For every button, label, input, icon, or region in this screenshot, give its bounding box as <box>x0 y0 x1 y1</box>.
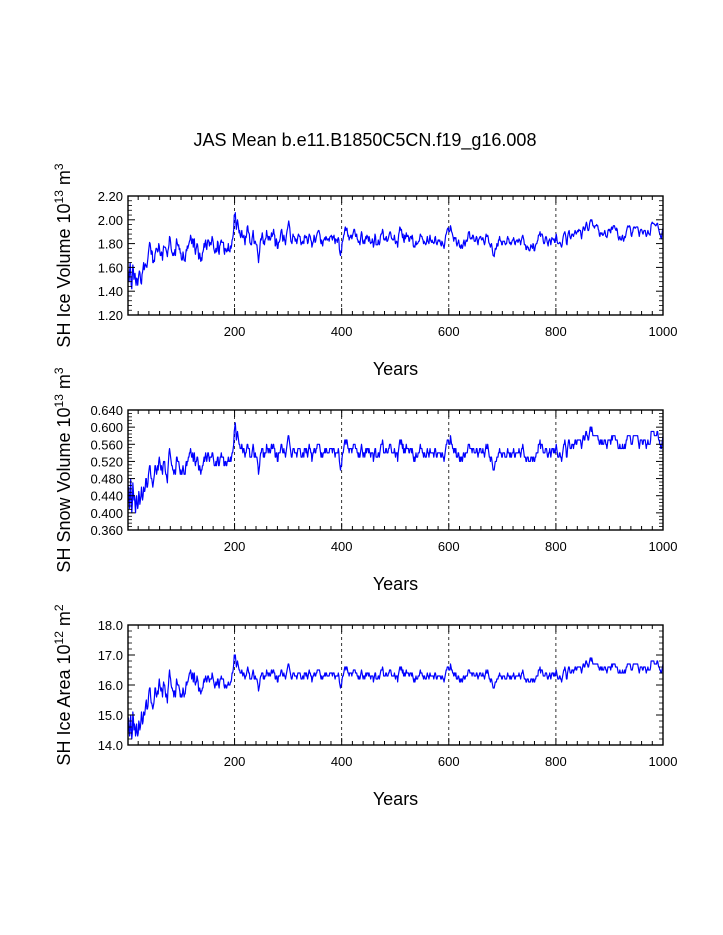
panels: 200 400 600 800 1000 1.20 1.40 1.60 1.80 2.00 2.20… <box>52 163 677 809</box>
x-tick-label: 200 <box>224 539 246 554</box>
y-axis-title-part: 13 <box>52 394 66 408</box>
x-tick-label: 1000 <box>649 539 678 554</box>
x-tick-label: 800 <box>545 324 567 339</box>
series-line-ice-volume <box>127 212 664 290</box>
y-axis-title: SH Ice Volume 1013 m3 <box>52 163 74 347</box>
y-axis-title-part: SH Snow Volume 10 <box>54 407 74 572</box>
x-axis-title: Years <box>373 574 418 594</box>
x-tick-label: 800 <box>545 539 567 554</box>
x-tick-label: 400 <box>331 324 353 339</box>
x-tick-label: 600 <box>438 754 460 769</box>
y-tick-label: 0.520 <box>90 454 123 469</box>
y-tick-label: 0.560 <box>90 437 123 452</box>
y-tick-label: 14.0 <box>98 738 123 753</box>
y-tick-label: 2.00 <box>98 213 123 228</box>
series-line-ice-area <box>127 654 664 740</box>
x-axis-title: Years <box>373 789 418 809</box>
x-tick-label: 600 <box>438 324 460 339</box>
y-axis-title: SH Ice Area 1012 m2 <box>52 604 74 765</box>
y-axis-title-part: m <box>54 170 74 190</box>
chart-panel-ice-volume: 200 400 600 800 1000 1.20 1.40 1.60 1.80 2.00 2.20… <box>52 163 677 379</box>
x-tick-label: 1000 <box>649 754 678 769</box>
y-tick-label: 17.0 <box>98 648 123 663</box>
x-tick-label: 1000 <box>649 324 678 339</box>
figure-title: JAS Mean b.e11.B1850C5CN.f19_g16.008 <box>194 130 537 151</box>
y-axis-title-part: 3 <box>52 163 66 170</box>
y-axis-title-part: m <box>54 611 74 631</box>
x-tick-label: 600 <box>438 539 460 554</box>
x-tick-label: 400 <box>331 754 353 769</box>
y-tick-label: 0.440 <box>90 489 123 504</box>
y-tick-label: 2.20 <box>98 189 123 204</box>
y-tick-label: 1.20 <box>98 308 123 323</box>
y-tick-label: 0.400 <box>90 506 123 521</box>
y-tick-label: 1.80 <box>98 237 123 252</box>
y-tick-label: 16.0 <box>98 678 123 693</box>
chart-panel-ice-area: 200 400 600 800 1000 14.0 15.0 16.0 17.0 18.0 Year… <box>52 604 677 809</box>
y-axis-title-part: m <box>54 374 74 394</box>
y-tick-label: 0.600 <box>90 420 123 435</box>
y-axis-title-part: 2 <box>52 604 66 611</box>
x-tick-label: 400 <box>331 539 353 554</box>
y-tick-label: 0.480 <box>90 472 123 487</box>
y-axis-title-part: 3 <box>52 367 66 374</box>
x-tick-label: 800 <box>545 754 567 769</box>
y-tick-label: 0.640 <box>90 403 123 418</box>
y-tick-label: 1.40 <box>98 284 123 299</box>
y-axis-title-part: 12 <box>52 631 66 645</box>
y-axis-title: SH Snow Volume 1013 m3 <box>52 367 74 572</box>
y-tick-label: 18.0 <box>98 618 123 633</box>
y-axis-title-part: 13 <box>52 190 66 204</box>
x-tick-label: 200 <box>224 324 246 339</box>
y-tick-label: 0.360 <box>90 523 123 538</box>
x-axis-title: Years <box>373 359 418 379</box>
y-axis-title-part: SH Ice Volume 10 <box>54 203 74 347</box>
chart-panel-snow-volume: 200 400 600 800 1000 0.360 0.400 0.440 0.480 0.52… <box>52 367 677 594</box>
y-axis-title-part: SH Ice Area 10 <box>54 644 74 765</box>
y-tick-label: 15.0 <box>98 708 123 723</box>
x-tick-label: 200 <box>224 754 246 769</box>
series-line-snow-volume <box>127 422 664 514</box>
y-tick-label: 1.60 <box>98 260 123 275</box>
